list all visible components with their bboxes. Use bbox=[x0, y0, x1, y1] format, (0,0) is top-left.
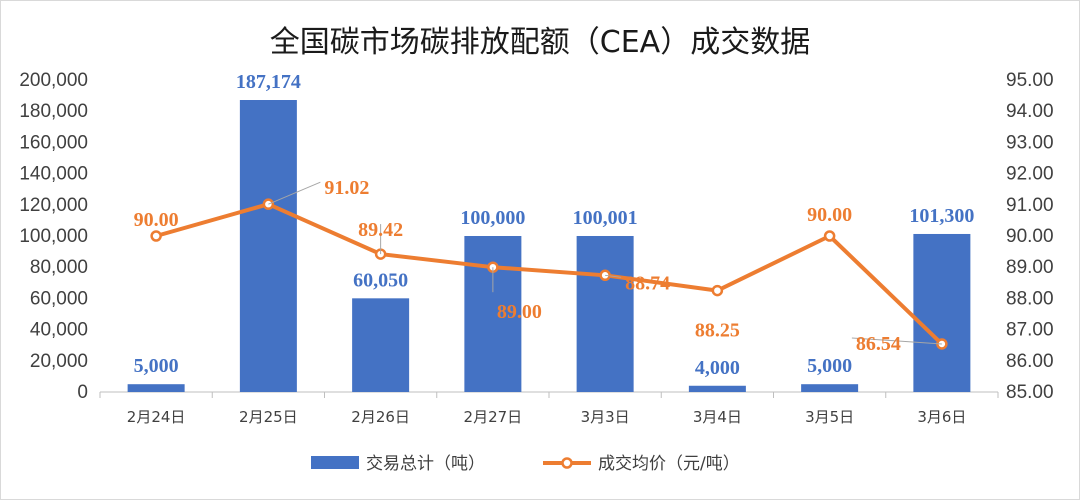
right-tick-label: 88.00 bbox=[1006, 288, 1054, 309]
legend: 交易总计（吨） 成交均价（元/吨） bbox=[311, 454, 740, 474]
right-axis: 85.00 86.00 87.00 88.00 89.00 90.00 91.00 92.00… bbox=[1006, 70, 1054, 403]
line-data-label: 91.02 bbox=[324, 177, 369, 199]
left-tick-label: 0 bbox=[77, 382, 88, 403]
x-tick-label: 3月6日 bbox=[917, 408, 966, 426]
right-tick-label: 91.00 bbox=[1006, 195, 1054, 216]
bar bbox=[352, 298, 410, 392]
legend-bar-label: 交易总计（吨） bbox=[366, 454, 485, 474]
right-tick-label: 87.00 bbox=[1006, 320, 1054, 341]
left-tick-label: 20,000 bbox=[30, 351, 88, 372]
left-tick-label: 160,000 bbox=[19, 132, 88, 153]
line-data-label: 88.25 bbox=[695, 320, 740, 342]
price-point bbox=[823, 230, 836, 242]
bar bbox=[127, 384, 185, 392]
right-tick-label: 89.00 bbox=[1006, 257, 1054, 278]
leader-line bbox=[605, 274, 622, 278]
left-tick-label: 120,000 bbox=[19, 195, 88, 216]
right-tick-label: 94.00 bbox=[1006, 101, 1054, 122]
bar bbox=[688, 385, 746, 392]
leader-line bbox=[268, 181, 321, 205]
line-data-label: 89.42 bbox=[358, 219, 403, 241]
x-tick-label: 2月24日 bbox=[127, 408, 186, 426]
left-tick-label: 60,000 bbox=[30, 288, 88, 309]
left-tick-label: 100,000 bbox=[19, 226, 88, 247]
line-data-label: 90.00 bbox=[134, 209, 179, 231]
legend-bar-swatch bbox=[311, 456, 359, 469]
line-series: 90.00 91.02 89.42 89.00 88.74 88.25 90.00 86.54 bbox=[134, 177, 948, 355]
x-tick-label: 2月27日 bbox=[464, 408, 523, 426]
price-point bbox=[711, 284, 724, 297]
line-data-label: 90.00 bbox=[807, 204, 852, 226]
x-tick-label: 2月26日 bbox=[351, 408, 410, 426]
bar-data-label: 4,000 bbox=[695, 357, 740, 379]
x-tick-label: 2月25日 bbox=[239, 408, 298, 426]
line-data-label: 89.00 bbox=[497, 301, 542, 323]
bar bbox=[239, 100, 297, 393]
right-tick-label: 95.00 bbox=[1006, 70, 1054, 91]
x-tick-label: 3月5日 bbox=[805, 408, 854, 426]
right-tick-label: 93.00 bbox=[1006, 132, 1054, 153]
left-axis: 0 20,000 40,000 60,000 80,000 100,000 120,000 1… bbox=[19, 70, 88, 403]
left-tick-label: 40,000 bbox=[30, 320, 88, 341]
price-line bbox=[155, 202, 944, 346]
left-tick-label: 200,000 bbox=[19, 70, 88, 91]
left-tick-label: 180,000 bbox=[19, 101, 88, 122]
line-data-label: 88.74 bbox=[625, 272, 670, 294]
line-data-label: 86.54 bbox=[856, 333, 901, 355]
right-tick-label: 90.00 bbox=[1006, 226, 1054, 247]
bar bbox=[576, 235, 634, 392]
bar-data-label: 100,000 bbox=[460, 207, 525, 229]
right-tick-label: 92.00 bbox=[1006, 164, 1054, 185]
bar-data-label: 60,050 bbox=[353, 269, 408, 291]
bar-series: 5,000 187,174 60,050 100,000 100,001 4,000 5,0… bbox=[127, 71, 974, 393]
chart-title: 全国碳市场碳排放配额（CEA）成交数据 bbox=[270, 25, 810, 60]
bar-data-label: 101,300 bbox=[909, 205, 974, 227]
bar-data-label: 100,001 bbox=[573, 207, 638, 229]
right-tick-label: 86.00 bbox=[1006, 351, 1054, 372]
leader-line bbox=[851, 337, 942, 345]
legend-line-marker bbox=[561, 457, 573, 469]
left-tick-label: 80,000 bbox=[30, 257, 88, 278]
x-tick-label: 3月3日 bbox=[581, 408, 630, 426]
bar-data-label: 5,000 bbox=[134, 355, 179, 377]
bar-data-label: 187,174 bbox=[236, 71, 301, 93]
left-tick-label: 140,000 bbox=[19, 164, 88, 185]
bar bbox=[801, 384, 859, 392]
x-tick-label: 3月4日 bbox=[693, 408, 742, 426]
right-tick-label: 85.00 bbox=[1006, 382, 1054, 403]
bar bbox=[913, 233, 971, 392]
x-axis: 2月24日 2月25日 2月26日 2月27日 3月3日 3月4日 3月5日 3月6日 bbox=[99, 392, 999, 426]
legend-line-label: 成交均价（元/吨） bbox=[598, 454, 740, 474]
price-point bbox=[150, 230, 162, 242]
bar-data-label: 5,000 bbox=[807, 355, 852, 377]
